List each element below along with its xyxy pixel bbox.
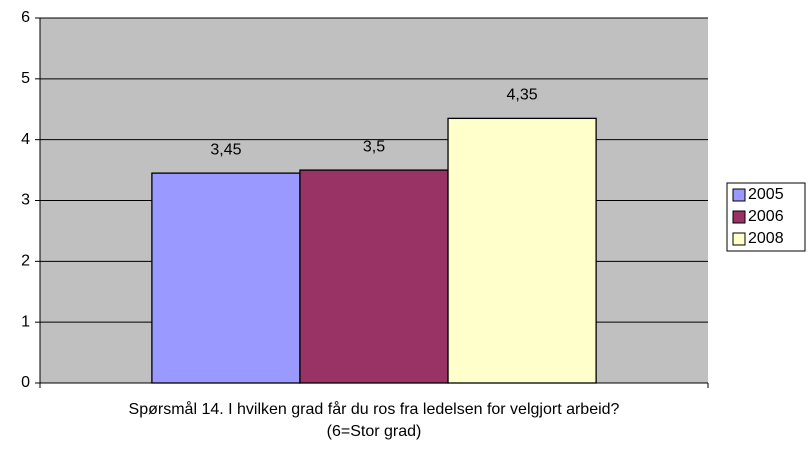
- y-tick-label: 1: [21, 313, 30, 330]
- x-axis-label: (6=Stor grad): [327, 423, 422, 440]
- legend-label: 2008: [748, 230, 784, 247]
- y-tick-label: 4: [21, 131, 30, 148]
- legend-label: 2006: [748, 208, 784, 225]
- legend-swatch: [732, 188, 746, 202]
- legend-swatch: [732, 232, 746, 246]
- legend-swatch: [732, 210, 746, 224]
- y-tick-label: 3: [21, 192, 30, 209]
- y-tick-label: 0: [21, 374, 30, 391]
- y-tick-label: 5: [21, 70, 30, 87]
- data-label: 3,45: [210, 141, 241, 158]
- bar: [447, 117, 597, 384]
- x-axis-label: Spørsmål 14. I hvilken grad får du ros f…: [129, 400, 620, 418]
- y-tick-label: 2: [21, 253, 30, 270]
- data-label: 4,35: [507, 87, 538, 104]
- bar: [151, 172, 301, 384]
- bar: [299, 169, 449, 384]
- legend-label: 2005: [748, 186, 784, 203]
- data-label: 3,5: [363, 138, 385, 155]
- y-tick-label: 6: [21, 9, 30, 26]
